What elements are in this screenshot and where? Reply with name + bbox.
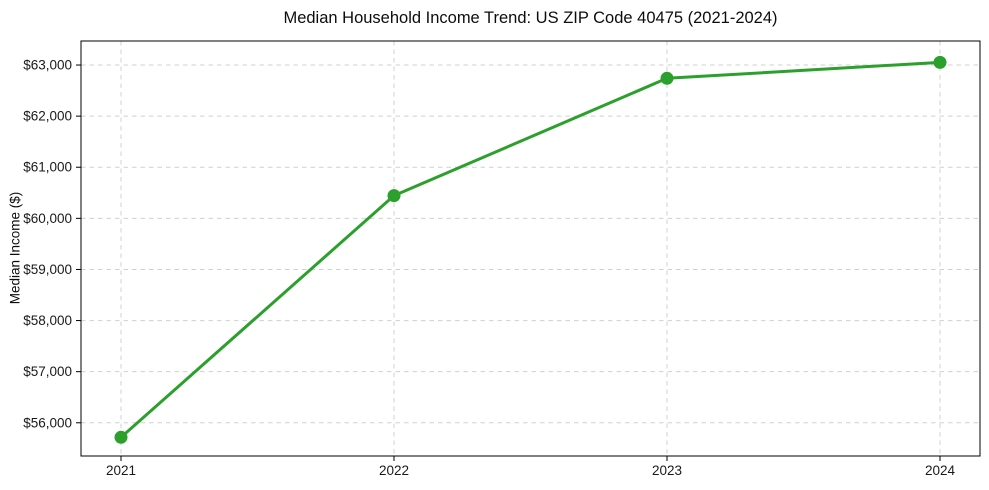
y-tick-label: $56,000 <box>23 415 72 430</box>
plot-border <box>80 40 981 457</box>
data-point-marker <box>114 430 128 444</box>
y-tick-label: $61,000 <box>23 160 72 175</box>
data-point-marker <box>933 55 947 69</box>
x-tick-label: 2024 <box>925 463 956 478</box>
data-point-marker <box>387 189 401 203</box>
chart-title: Median Household Income Trend: US ZIP Co… <box>283 9 778 27</box>
y-tick-label: $57,000 <box>23 364 72 379</box>
data-point-marker <box>660 71 674 85</box>
x-tick-label: 2023 <box>652 463 682 478</box>
y-tick-label: $62,000 <box>23 109 72 124</box>
x-tick-label: 2021 <box>106 463 136 478</box>
y-tick-label: $60,000 <box>23 211 72 226</box>
x-tick-label: 2022 <box>379 463 409 478</box>
y-tick-label: $58,000 <box>23 313 72 328</box>
y-tick-label: $63,000 <box>23 58 72 73</box>
trend-line <box>119 60 942 439</box>
y-tick-label: $59,000 <box>23 262 72 277</box>
